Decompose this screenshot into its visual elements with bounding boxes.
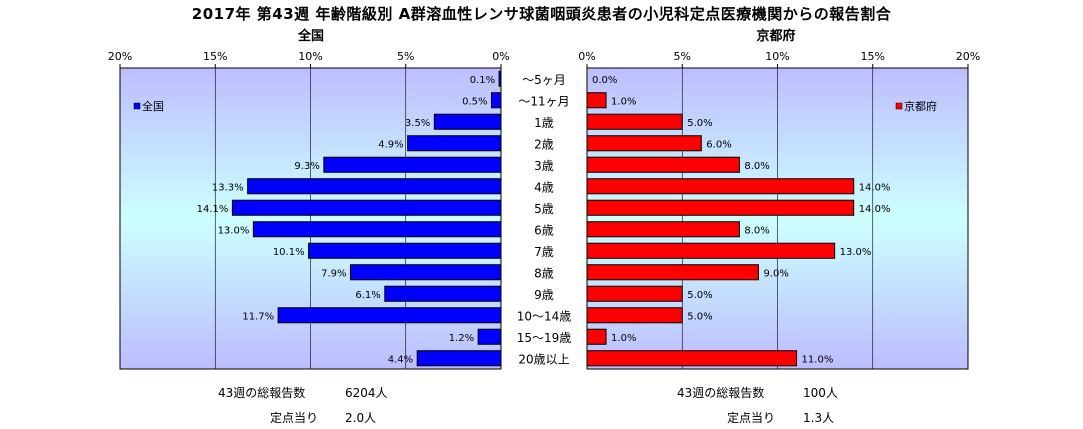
age-category-label: 3歳	[534, 159, 554, 173]
age-category-label: 4歳	[534, 180, 554, 194]
national-per-value: 2.0人	[345, 411, 377, 425]
national-value-label: 7.9%	[321, 268, 346, 279]
kyoto-per-label: 定点当り	[727, 411, 776, 425]
national-value-label: 14.1%	[197, 204, 229, 215]
national-tick-label: 10%	[298, 50, 322, 63]
age-category-label: 5歳	[534, 202, 554, 216]
kyoto-value-label: 8.0%	[744, 161, 769, 172]
kyoto-total-value: 100人	[803, 386, 838, 400]
kyoto-per-value: 1.3人	[803, 411, 835, 425]
national-bar	[231, 199, 502, 216]
national-per-label: 定点当り	[270, 411, 319, 425]
national-value-label: 11.7%	[242, 311, 274, 322]
national-legend-label: 全国	[142, 99, 164, 113]
national-value-label: 1.2%	[449, 333, 474, 344]
national-bar	[498, 70, 502, 87]
national-value-label: 13.3%	[212, 182, 244, 193]
national-total-label: 43週の総報告数	[218, 386, 306, 400]
kyoto-tick-label: 20%	[956, 50, 980, 63]
age-category-label: 15～19歳	[517, 331, 572, 345]
kyoto-value-label: 14.0%	[859, 182, 891, 193]
age-category-label: 20歳以上	[518, 352, 569, 366]
age-category-label: 8歳	[534, 266, 554, 280]
national-value-label: 4.9%	[378, 139, 403, 150]
national-tick-label: 5%	[397, 50, 414, 63]
kyoto-bar	[586, 350, 798, 367]
national-value-label: 9.3%	[294, 161, 319, 172]
age-category-label: 7歳	[534, 245, 554, 259]
kyoto-legend-swatch	[895, 102, 903, 110]
kyoto-value-label: 0.0%	[592, 75, 617, 86]
kyoto-bar	[586, 285, 683, 302]
national-value-label: 0.5%	[462, 96, 487, 107]
kyoto-value-label: 14.0%	[859, 204, 891, 215]
national-bar	[308, 242, 502, 259]
national-bar	[477, 328, 502, 345]
kyoto-value-label: 9.0%	[763, 268, 788, 279]
national-bar	[433, 113, 502, 130]
age-category-label: 9歳	[534, 288, 554, 302]
age-category-label: 6歳	[534, 223, 554, 237]
national-panel-title: 全国	[297, 29, 324, 44]
age-category-label: 1歳	[534, 116, 554, 130]
kyoto-tick-label: 10%	[765, 50, 789, 63]
kyoto-value-label: 5.0%	[687, 311, 712, 322]
kyoto-bar	[586, 221, 740, 238]
kyoto-tick-label: 0%	[578, 50, 595, 63]
age-category-label: ～5ヶ月	[522, 73, 566, 87]
kyoto-bar	[586, 307, 683, 324]
age-category-label: ～11ヶ月	[518, 94, 569, 108]
kyoto-value-label: 1.0%	[611, 333, 636, 344]
age-category-label: 10～14歳	[517, 309, 572, 323]
chart-title: 2017年 第43週 年齢階級別 A群溶血性レンサ球菌咽頭炎患者の小児科定点医療…	[191, 5, 892, 23]
age-category-label: 2歳	[534, 137, 554, 151]
kyoto-bar	[586, 113, 683, 130]
kyoto-bar	[586, 264, 759, 281]
national-bar	[384, 285, 502, 302]
national-total-value: 6204人	[345, 386, 388, 400]
national-value-label: 6.1%	[355, 290, 380, 301]
kyoto-tick-label: 15%	[861, 50, 885, 63]
kyoto-value-label: 11.0%	[802, 354, 834, 365]
national-value-label: 4.4%	[388, 354, 413, 365]
national-bar	[490, 92, 502, 109]
kyoto-value-label: 5.0%	[687, 290, 712, 301]
national-value-label: 10.1%	[273, 247, 305, 258]
kyoto-total-label: 43週の総報告数	[677, 386, 765, 400]
kyoto-bar	[586, 328, 607, 345]
kyoto-bar	[586, 135, 702, 152]
national-value-label: 13.0%	[218, 225, 250, 236]
national-bar	[277, 307, 502, 324]
kyoto-legend-label: 京都府	[904, 99, 937, 113]
kyoto-value-label: 6.0%	[706, 139, 731, 150]
kyoto-panel-title: 京都府	[756, 29, 796, 44]
national-tick-label: 20%	[108, 50, 132, 63]
kyoto-value-label: 1.0%	[611, 96, 636, 107]
kyoto-bar	[586, 156, 740, 173]
national-bar	[323, 156, 502, 173]
kyoto-value-label: 5.0%	[687, 118, 712, 129]
kyoto-tick-label: 5%	[674, 50, 691, 63]
kyoto-bar	[586, 92, 607, 109]
national-bar	[416, 350, 502, 367]
national-bar	[350, 264, 502, 281]
national-value-label: 3.5%	[405, 118, 430, 129]
kyoto-value-label: 8.0%	[744, 225, 769, 236]
national-value-label: 0.1%	[470, 75, 495, 86]
national-tick-label: 15%	[203, 50, 227, 63]
kyoto-bar	[586, 199, 855, 216]
kyoto-bar	[586, 242, 836, 259]
national-bar	[247, 178, 502, 195]
kyoto-bar	[586, 178, 855, 195]
national-legend-swatch	[133, 102, 141, 110]
kyoto-value-label: 13.0%	[840, 247, 872, 258]
national-bar	[407, 135, 502, 152]
national-bar	[252, 221, 502, 238]
national-tick-label: 0%	[492, 50, 509, 63]
